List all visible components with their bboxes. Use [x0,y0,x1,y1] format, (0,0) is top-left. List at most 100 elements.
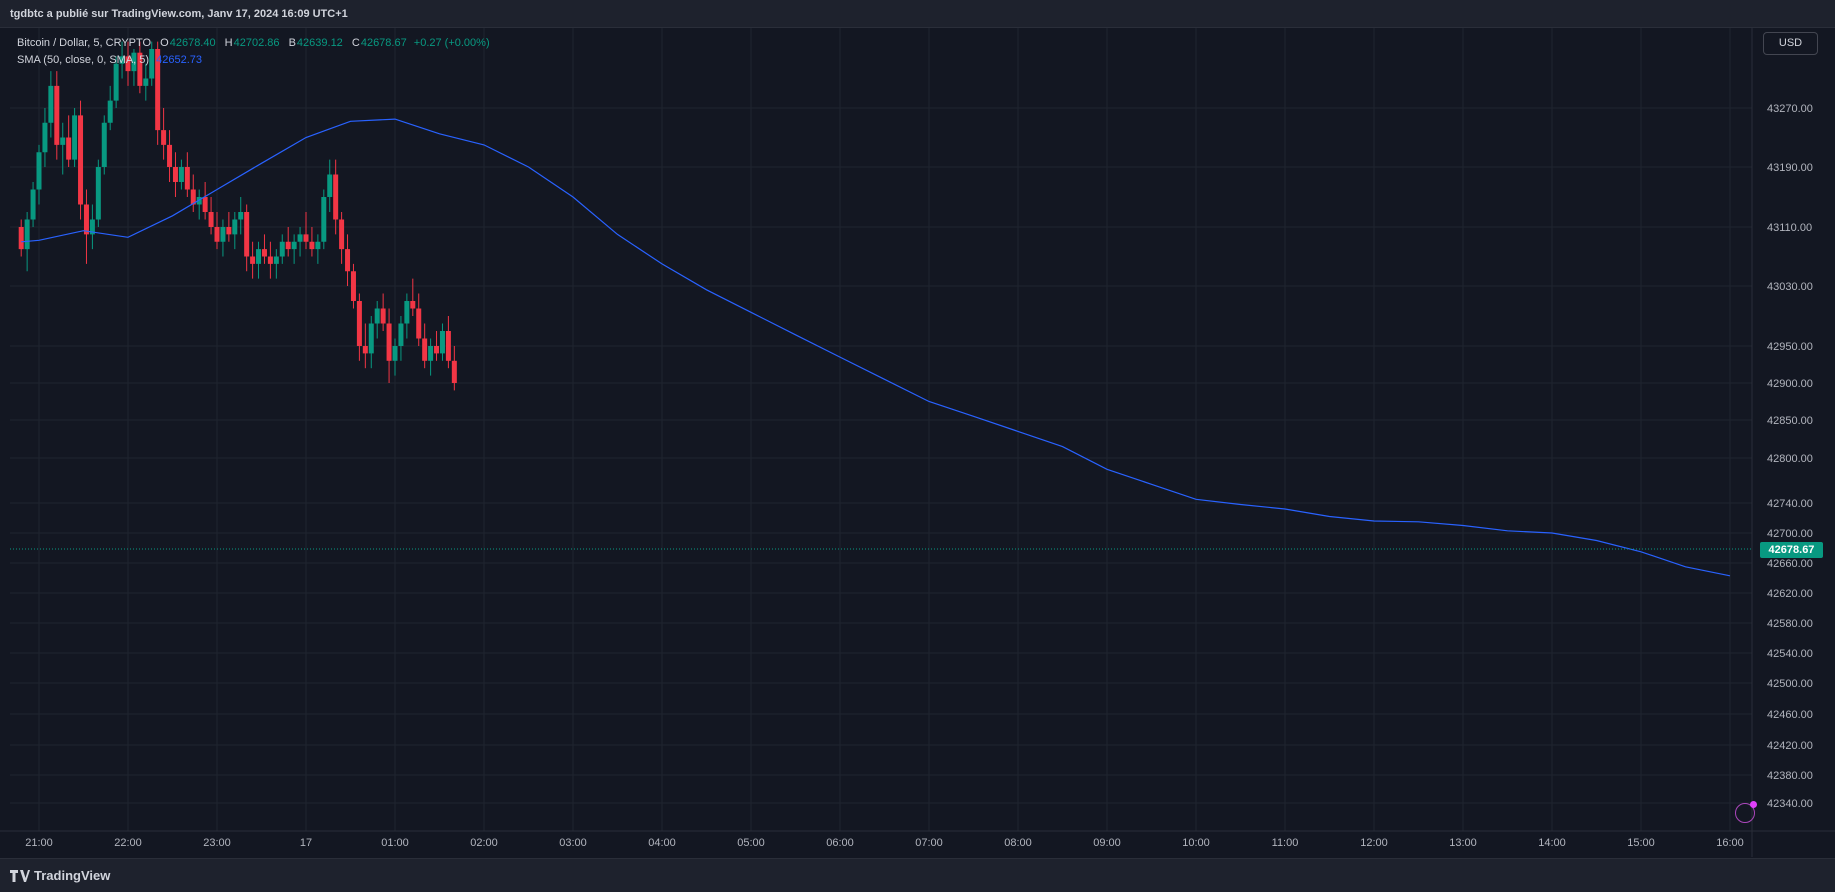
candle-body [244,212,250,257]
candle-body [149,49,155,79]
high-label: H [224,37,233,49]
candle-body [161,130,167,145]
y-tick-label: 42950.00 [1767,341,1813,353]
candle-body [190,189,196,205]
candle [196,189,202,220]
candle [303,212,309,250]
y-tick-label: 42540.00 [1767,648,1813,660]
chart-area[interactable]: 42340.00 42380.00 42420.00 42460.00 42500.00… [0,28,1835,857]
x-tick-label: 22:00 [114,837,142,849]
x-tick-label: 14:00 [1538,837,1566,849]
candle [386,308,392,383]
candle [184,152,190,197]
candlestick-chart[interactable]: 42340.00 42380.00 42420.00 42460.00 42500.00… [0,28,1835,857]
candle-body [54,85,60,145]
candle [428,338,434,376]
x-tick-label: 05:00 [737,837,765,849]
candle [451,346,457,391]
candle-body [131,52,137,72]
candle-body [238,212,244,220]
candle-body [428,346,434,361]
candle-body [113,63,119,101]
candle [362,323,368,369]
y-tick-label: 42700.00 [1767,528,1813,540]
sma-legend-row: SMA (50, close, 0, SMA, 5) 42652.73 [17,52,490,69]
candle [434,331,440,361]
tradingview-brand[interactable]: TradingView [10,868,110,883]
symbol-label[interactable]: Bitcoin / Dollar, 5, CRYPTO [17,37,152,49]
candle [208,197,214,235]
candle-body [155,49,161,131]
candle-body [18,227,24,250]
candle [250,241,256,279]
candle-body [451,360,457,383]
x-tick-label: 04:00 [648,837,676,849]
candle-body [42,122,48,153]
chart-legend: Bitcoin / Dollar, 5, CRYPTO O42678.40 H4… [17,35,490,69]
flash-icon[interactable] [1735,801,1757,823]
candle-body [60,137,66,145]
low-value: 42639.12 [296,37,343,49]
candle [256,241,262,279]
y-tick-label: 43110.00 [1767,222,1812,234]
x-tick-label: 16:00 [1716,837,1744,849]
candle [404,293,410,339]
candle [149,41,155,86]
candle [161,108,167,160]
candle [315,234,321,264]
x-tick-label: 15:00 [1627,837,1655,849]
candle-body [386,323,392,361]
x-tick-label: 17 [300,837,312,849]
candle [439,323,445,361]
candle [392,338,398,376]
candle-body [374,308,380,324]
candle-body [208,212,214,227]
y-tick-label: 42850.00 [1767,415,1813,427]
candle-body [196,197,202,205]
notification-dot [1750,801,1757,808]
currency-button[interactable]: USD [1763,32,1818,55]
candle [350,263,356,309]
candle-body [184,167,190,190]
y-tick-label: 42660.00 [1767,558,1813,570]
candle [327,159,333,212]
candle-body [220,227,226,242]
y-tick-label: 42460.00 [1767,709,1813,721]
candle [107,85,113,131]
candle [309,227,315,257]
candle-body [439,331,445,354]
candle-body [119,56,125,64]
candle [178,159,184,190]
candle [273,249,279,279]
y-tick-label: 42900.00 [1767,378,1813,390]
sma-label[interactable]: SMA (50, close, 0, SMA, 5) [17,54,150,66]
candle [155,41,161,145]
candle [54,71,60,160]
sma-value: 42652.73 [156,54,203,66]
y-tick-label: 43190.00 [1767,162,1813,174]
candle [220,219,226,257]
x-tick-label: 10:00 [1182,837,1210,849]
candle [226,212,232,242]
candle [356,293,362,361]
candle [95,159,101,227]
candle [380,293,386,331]
x-tick-label: 11:00 [1272,837,1299,849]
candle-body [410,301,416,309]
x-tick-label: 01:00 [381,837,409,849]
candle [48,71,54,138]
candle-body [309,241,315,250]
candle [261,234,267,264]
y-tick-label: 42620.00 [1767,588,1813,600]
y-tick-label: 42420.00 [1767,740,1813,752]
candle-body [36,152,42,190]
candle [398,316,404,361]
x-tick-label: 12:00 [1360,837,1388,849]
candle-body [398,323,404,346]
candle [285,227,291,257]
candle-body [380,308,386,324]
candle [60,122,66,175]
candle-body [285,241,291,250]
tradingview-logo-icon [10,869,30,882]
candle-body [24,219,30,250]
